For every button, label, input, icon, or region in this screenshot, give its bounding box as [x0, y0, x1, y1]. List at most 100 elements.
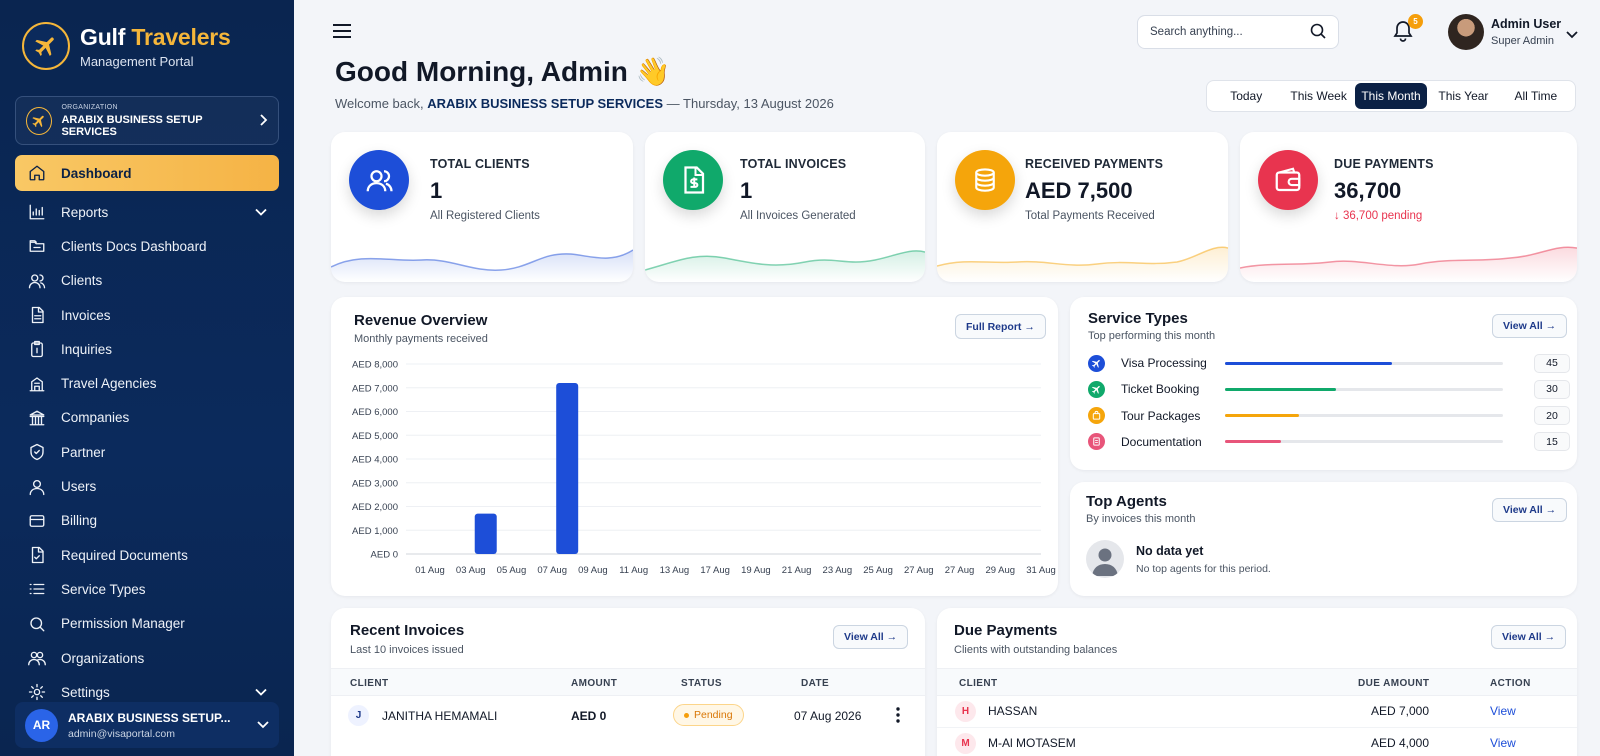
full-report-button[interactable]: Full Report → [955, 314, 1046, 339]
period-today-button[interactable]: Today [1230, 89, 1263, 103]
period-all-time-button[interactable]: All Time [1514, 89, 1558, 103]
service-types-view-all-button[interactable]: View All → [1492, 314, 1568, 338]
brand[interactable]: Gulf Travelers Management Portal [22, 22, 231, 70]
sidebar-item-label: Dashboard [61, 165, 132, 181]
y-tick-label: AED 5,000 [352, 431, 398, 442]
stat-value: 36,700 [1334, 178, 1402, 203]
table-header: CLIENT DUE AMOUNT ACTION [937, 668, 1577, 696]
document-icon [1088, 433, 1105, 451]
sidebar-item-organizations[interactable]: Organizations [15, 641, 279, 675]
bank-icon [28, 409, 46, 427]
user-name[interactable]: Admin User [1491, 17, 1562, 31]
sidebar-item-service-types[interactable]: Service Types [15, 572, 279, 606]
sidebar-item-clients[interactable]: Clients [15, 264, 279, 298]
bell-icon[interactable] [1393, 20, 1413, 47]
sidebar-item-users[interactable]: Users [15, 469, 279, 503]
sidebar-item-reports[interactable]: Reports [15, 195, 279, 229]
bag-icon [1088, 407, 1105, 425]
search-icon[interactable] [1310, 23, 1326, 42]
y-tick-label: AED 7,000 [352, 383, 398, 394]
menu-icon[interactable] [333, 24, 351, 43]
more-options-icon[interactable] [896, 707, 900, 728]
view-link[interactable]: View [1490, 736, 1516, 750]
service-type-row[interactable]: Ticket Booking 30 [1088, 378, 1570, 400]
service-type-row[interactable]: Visa Processing 45 [1088, 352, 1570, 374]
revenue-chart: AED 8,000 AED 7,000 AED 6,000 AED 5,000 AED … [352, 360, 1056, 577]
chevron-right-icon [258, 113, 268, 129]
x-tick-label: 05 Aug [497, 565, 527, 576]
revenue-bar[interactable] [556, 383, 579, 554]
stat-label: DUE PAYMENTS [1334, 157, 1434, 171]
sidebar-item-companies[interactable]: Companies [15, 401, 279, 435]
table-row[interactable]: M M-Al MOTASEM AED 4,000 View [937, 728, 1577, 756]
received-payments-card[interactable]: RECEIVED PAYMENTS AED 7,500 Total Paymen… [937, 132, 1228, 282]
sidebar-item-label: Service Types [61, 581, 146, 597]
top-agents-view-all-button[interactable]: View All → [1492, 498, 1568, 522]
col-status: STATUS [681, 678, 722, 689]
sidebar-item-dashboard[interactable]: Dashboard [15, 155, 279, 191]
user-avatar[interactable] [1448, 14, 1484, 50]
total-clients-card[interactable]: TOTAL CLIENTS 1 All Registered Clients [331, 132, 633, 282]
view-link[interactable]: View [1490, 704, 1516, 718]
org-name: ARABIX BUSINESS SETUP SERVICES [61, 113, 203, 138]
sidebar-nav: Dashboard Reports Clients Docs Dashboard Cl… [15, 155, 279, 709]
sidebar-item-partner[interactable]: Partner [15, 435, 279, 469]
x-tick-label: 17 Aug [700, 565, 730, 576]
sidebar-item-invoices[interactable]: Invoices [15, 298, 279, 332]
service-type-row[interactable]: Documentation 15 [1088, 431, 1570, 453]
col-due-amount: DUE AMOUNT [1358, 678, 1430, 689]
brand-name: Gulf Travelers [80, 23, 231, 50]
x-tick-label: 23 Aug [823, 565, 853, 576]
x-tick-label: 29 Aug [985, 565, 1015, 576]
client-name: JANITHA HEMAMALI [382, 709, 498, 723]
sidebar-item-clients-docs-dashboard[interactable]: Clients Docs Dashboard [15, 229, 279, 263]
due-payments-subtitle: Clients with outstanding balances [954, 644, 1118, 656]
sidebar-item-travel-agencies[interactable]: Travel Agencies [15, 366, 279, 400]
sidebar-user-menu[interactable]: AR ARABIX BUSINESS SETUP... admin@visapo… [15, 702, 279, 748]
col-amount: AMOUNT [571, 678, 618, 689]
stat-subtitle: ↓ 36,700 pending [1334, 210, 1423, 222]
file-check-icon [28, 546, 46, 564]
due-payments-view-all-button[interactable]: View All → [1491, 625, 1567, 649]
chevron-down-icon[interactable] [1566, 26, 1578, 44]
sidebar-item-label: Permission Manager [61, 616, 185, 632]
total-invoices-card[interactable]: TOTAL INVOICES 1 All Invoices Generated [645, 132, 925, 282]
x-tick-label: 31 Aug [1026, 565, 1056, 576]
sidebar-item-permission-manager[interactable]: Permission Manager [15, 607, 279, 641]
sidebar: Gulf Travelers Management Portal ORGANIZ… [0, 0, 294, 756]
sidebar-item-label: Organizations [61, 650, 145, 666]
revenue-bar[interactable] [474, 513, 497, 554]
recent-invoices-title: Recent Invoices [350, 622, 465, 639]
period-this-month-button[interactable]: This Month [1354, 83, 1428, 109]
sidebar-item-settings[interactable]: Settings [15, 675, 279, 709]
sidebar-item-billing[interactable]: Billing [15, 504, 279, 538]
sparkline [331, 249, 633, 282]
table-row[interactable]: J JANITHA HEMAMALI AED 0 Pending 07 Aug … [331, 696, 925, 736]
sidebar-item-label: Settings [61, 684, 110, 700]
sidebar-item-label: Travel Agencies [61, 376, 157, 392]
sidebar-item-label: Invoices [61, 307, 111, 323]
revenue-title: Revenue Overview [354, 312, 488, 329]
search-input[interactable]: Search anything... [1137, 15, 1339, 49]
service-type-count: 45 [1534, 353, 1570, 373]
sidebar-item-label: Clients [61, 273, 103, 289]
due-payments-card[interactable]: DUE PAYMENTS 36,700 ↓ 36,700 pending [1240, 132, 1577, 282]
sidebar-item-inquiries[interactable]: Inquiries [15, 332, 279, 366]
y-tick-label: AED 3,000 [352, 478, 398, 489]
col-date: DATE [801, 678, 830, 689]
service-type-row[interactable]: Tour Packages 20 [1088, 405, 1570, 427]
avatar: AR [25, 708, 58, 742]
sidebar-item-required-documents[interactable]: Required Documents [15, 538, 279, 572]
due-payments-icon [1258, 150, 1318, 210]
service-type-count: 30 [1534, 379, 1570, 399]
stat-label: TOTAL CLIENTS [430, 157, 530, 171]
table-row[interactable]: H HASSAN AED 7,000 View [937, 696, 1577, 728]
period-this-week-button[interactable]: This Week [1290, 89, 1347, 103]
document-icon [28, 306, 46, 324]
sidebar-item-label: Partner [61, 444, 106, 460]
organization-switcher[interactable]: ORGANIZATION ARABIX BUSINESS SETUP SERVI… [15, 96, 279, 145]
period-this-year-button[interactable]: This Year [1438, 89, 1489, 103]
recent-invoices-view-all-button[interactable]: View All → [833, 625, 909, 649]
top-agents-card: Top Agents By invoices this month View A… [1070, 482, 1577, 596]
top-agents-title: Top Agents [1086, 493, 1167, 510]
